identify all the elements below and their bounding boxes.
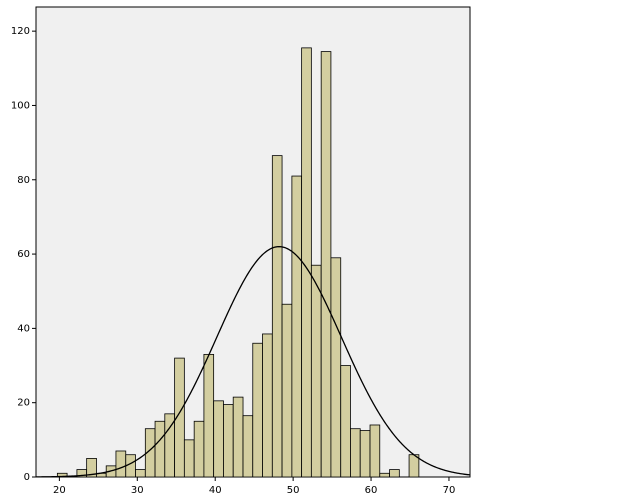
bar: [350, 428, 361, 478]
x-tick-label: 50: [287, 485, 300, 496]
bar: [183, 439, 195, 478]
bar: [320, 51, 332, 478]
y-tick-label: 80: [17, 175, 30, 186]
y-tick-label: 100: [11, 100, 30, 111]
bar: [86, 458, 97, 478]
bar: [193, 420, 205, 478]
bar: [154, 420, 166, 478]
bar: [232, 396, 244, 478]
bar: [135, 469, 146, 478]
bar: [310, 264, 322, 478]
bar: [242, 415, 254, 478]
bar: [369, 424, 381, 478]
bar: [330, 257, 342, 478]
x-tick-label: 30: [131, 485, 144, 496]
y-tick-label: 20: [17, 398, 30, 409]
bar: [262, 333, 273, 478]
bar: [291, 175, 303, 478]
bar: [379, 472, 390, 478]
bar: [174, 357, 185, 478]
bar: [340, 365, 351, 478]
bar: [213, 400, 224, 478]
x-tick-label: 70: [443, 485, 456, 496]
x-tick-label: 40: [209, 485, 222, 496]
y-tick-label: 60: [17, 249, 30, 260]
bar: [223, 404, 234, 478]
y-tick-label: 0: [24, 472, 30, 483]
bar: [203, 353, 215, 478]
bar: [115, 450, 127, 478]
y-tick-label: 120: [11, 26, 30, 37]
bar: [389, 469, 400, 478]
bar: [281, 303, 293, 478]
y-tick-label: 40: [17, 323, 30, 334]
bar: [271, 155, 283, 478]
x-tick-label: 60: [365, 485, 378, 496]
normal-curve: [35, 245, 471, 478]
bar: [252, 342, 263, 478]
x-tick-label: 20: [53, 485, 66, 496]
bar: [359, 430, 371, 478]
bar: [301, 47, 312, 478]
